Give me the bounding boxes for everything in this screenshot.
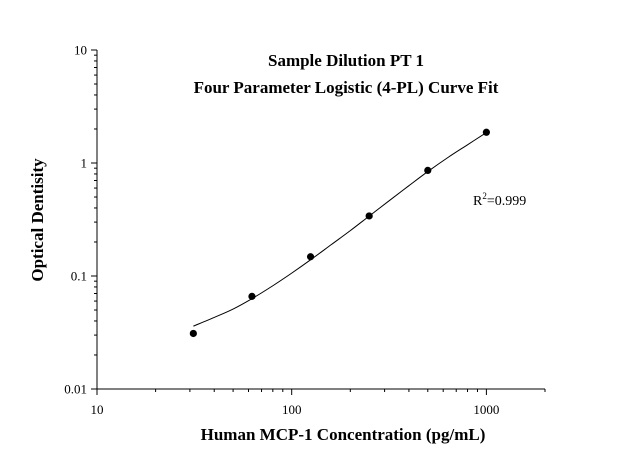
fit-curve-group bbox=[193, 132, 487, 327]
y-tick-label: 10 bbox=[74, 43, 87, 58]
x-tick-label: 1000 bbox=[473, 402, 499, 417]
data-point bbox=[424, 166, 432, 175]
y-tick-label: 1 bbox=[81, 156, 88, 171]
r-squared-annotation: R2=0.999 bbox=[473, 191, 526, 209]
data-point bbox=[365, 212, 373, 220]
axes: 10 100 1000 0.01 0.1 1 10 bbox=[64, 43, 546, 417]
fit-curve-line bbox=[193, 132, 487, 327]
chart-title-line-2: Four Parameter Logistic (4-PL) Curve Fit bbox=[194, 78, 499, 97]
r-squared-value: =0.999 bbox=[487, 194, 526, 209]
chart-title-line-1: Sample Dilution PT 1 bbox=[268, 51, 424, 70]
data-point bbox=[248, 292, 256, 300]
y-tick-label: 0.1 bbox=[71, 269, 87, 284]
x-axis-title: Human MCP-1 Concentration (pg/mL) bbox=[201, 425, 486, 444]
data-point bbox=[306, 253, 315, 261]
r-squared-superscript: 2 bbox=[482, 191, 487, 201]
data-point bbox=[189, 329, 197, 338]
data-points-group bbox=[189, 128, 490, 338]
x-tick-label: 10 bbox=[91, 402, 104, 417]
r-squared-base: R bbox=[473, 194, 483, 209]
y-tick-label: 0.01 bbox=[64, 382, 87, 397]
data-point bbox=[482, 128, 490, 136]
y-axis-title: Optical Dentisity bbox=[28, 158, 47, 282]
x-tick-label: 100 bbox=[282, 402, 302, 417]
